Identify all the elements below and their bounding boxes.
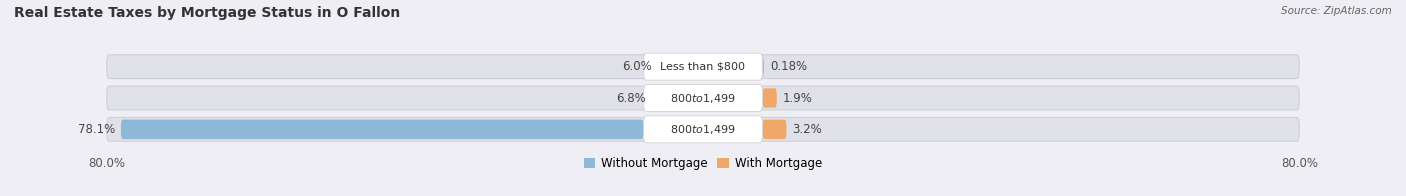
FancyBboxPatch shape xyxy=(644,116,762,143)
FancyBboxPatch shape xyxy=(121,120,644,139)
FancyBboxPatch shape xyxy=(107,55,1299,79)
Text: 0.18%: 0.18% xyxy=(770,60,807,73)
FancyBboxPatch shape xyxy=(107,117,1299,141)
Text: 1.9%: 1.9% xyxy=(783,92,813,104)
Text: Less than $800: Less than $800 xyxy=(661,62,745,72)
FancyBboxPatch shape xyxy=(644,53,762,80)
FancyBboxPatch shape xyxy=(644,84,762,112)
FancyBboxPatch shape xyxy=(762,120,786,139)
Text: 3.2%: 3.2% xyxy=(793,123,823,136)
FancyBboxPatch shape xyxy=(762,88,776,108)
Text: $800 to $1,499: $800 to $1,499 xyxy=(671,123,735,136)
Text: 6.0%: 6.0% xyxy=(623,60,652,73)
Text: Real Estate Taxes by Mortgage Status in O Fallon: Real Estate Taxes by Mortgage Status in … xyxy=(14,6,401,20)
Text: Source: ZipAtlas.com: Source: ZipAtlas.com xyxy=(1281,6,1392,16)
Text: 78.1%: 78.1% xyxy=(77,123,115,136)
Legend: Without Mortgage, With Mortgage: Without Mortgage, With Mortgage xyxy=(579,152,827,174)
Text: 6.8%: 6.8% xyxy=(617,92,647,104)
FancyBboxPatch shape xyxy=(107,86,1299,110)
FancyBboxPatch shape xyxy=(762,57,765,76)
Text: $800 to $1,499: $800 to $1,499 xyxy=(671,92,735,104)
